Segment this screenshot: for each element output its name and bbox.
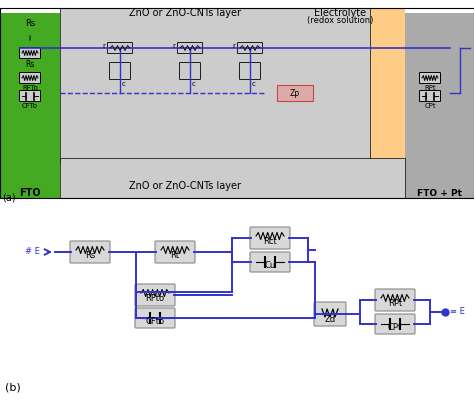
Bar <box>60 158 405 198</box>
Bar <box>277 85 313 101</box>
Bar <box>265 8 405 198</box>
FancyBboxPatch shape <box>375 314 415 334</box>
Text: (a): (a) <box>2 193 16 203</box>
Text: RFto: RFto <box>146 294 164 303</box>
FancyBboxPatch shape <box>180 62 201 80</box>
FancyBboxPatch shape <box>314 302 346 326</box>
FancyBboxPatch shape <box>250 252 290 272</box>
Text: c: c <box>252 81 256 87</box>
Text: Zp: Zp <box>290 88 300 98</box>
FancyBboxPatch shape <box>135 308 175 328</box>
Text: ZnO or ZnO-CNTs layer: ZnO or ZnO-CNTs layer <box>129 8 241 18</box>
FancyBboxPatch shape <box>419 72 440 84</box>
Text: r: r <box>172 43 175 49</box>
FancyBboxPatch shape <box>375 289 415 311</box>
Text: c: c <box>122 81 126 87</box>
Text: CFto: CFto <box>146 317 164 326</box>
Text: (b): (b) <box>5 382 21 392</box>
Text: (redox solution): (redox solution) <box>307 16 373 24</box>
Text: FTO: FTO <box>19 188 41 198</box>
Bar <box>0 13 60 198</box>
Text: RPt: RPt <box>388 299 402 308</box>
Bar <box>60 8 370 163</box>
Text: Cu: Cu <box>264 261 275 270</box>
Text: # E: # E <box>25 248 40 256</box>
Text: ≡ E: ≡ E <box>450 308 465 316</box>
Text: CFTo: CFTo <box>22 103 38 109</box>
Text: Zd: Zd <box>324 315 336 324</box>
FancyBboxPatch shape <box>70 241 110 263</box>
Text: Rs: Rs <box>25 18 35 28</box>
Text: r: r <box>102 43 105 49</box>
Text: CPt: CPt <box>388 323 402 332</box>
FancyBboxPatch shape <box>109 62 130 80</box>
Text: RFTo: RFTo <box>22 85 38 91</box>
FancyBboxPatch shape <box>177 42 202 54</box>
Text: r: r <box>232 43 235 49</box>
FancyBboxPatch shape <box>250 227 290 249</box>
FancyBboxPatch shape <box>239 62 261 80</box>
FancyBboxPatch shape <box>135 284 175 306</box>
FancyBboxPatch shape <box>155 241 195 263</box>
FancyBboxPatch shape <box>19 72 40 84</box>
Text: c: c <box>192 81 196 87</box>
Text: Rs: Rs <box>25 60 35 69</box>
Text: Electrolyte: Electrolyte <box>314 8 366 18</box>
Bar <box>405 13 474 198</box>
FancyBboxPatch shape <box>237 42 263 54</box>
FancyBboxPatch shape <box>19 48 40 58</box>
FancyBboxPatch shape <box>19 90 40 102</box>
FancyBboxPatch shape <box>419 90 440 102</box>
Text: FTO + Pt: FTO + Pt <box>418 188 463 198</box>
Text: ZnO or ZnO-CNTs layer: ZnO or ZnO-CNTs layer <box>129 181 241 191</box>
Text: Rs: Rs <box>85 251 95 260</box>
Text: CPt: CPt <box>424 103 436 109</box>
FancyBboxPatch shape <box>108 42 133 54</box>
Text: Rct: Rct <box>263 237 277 246</box>
Text: RPt: RPt <box>424 85 436 91</box>
Text: Rt: Rt <box>171 251 180 260</box>
